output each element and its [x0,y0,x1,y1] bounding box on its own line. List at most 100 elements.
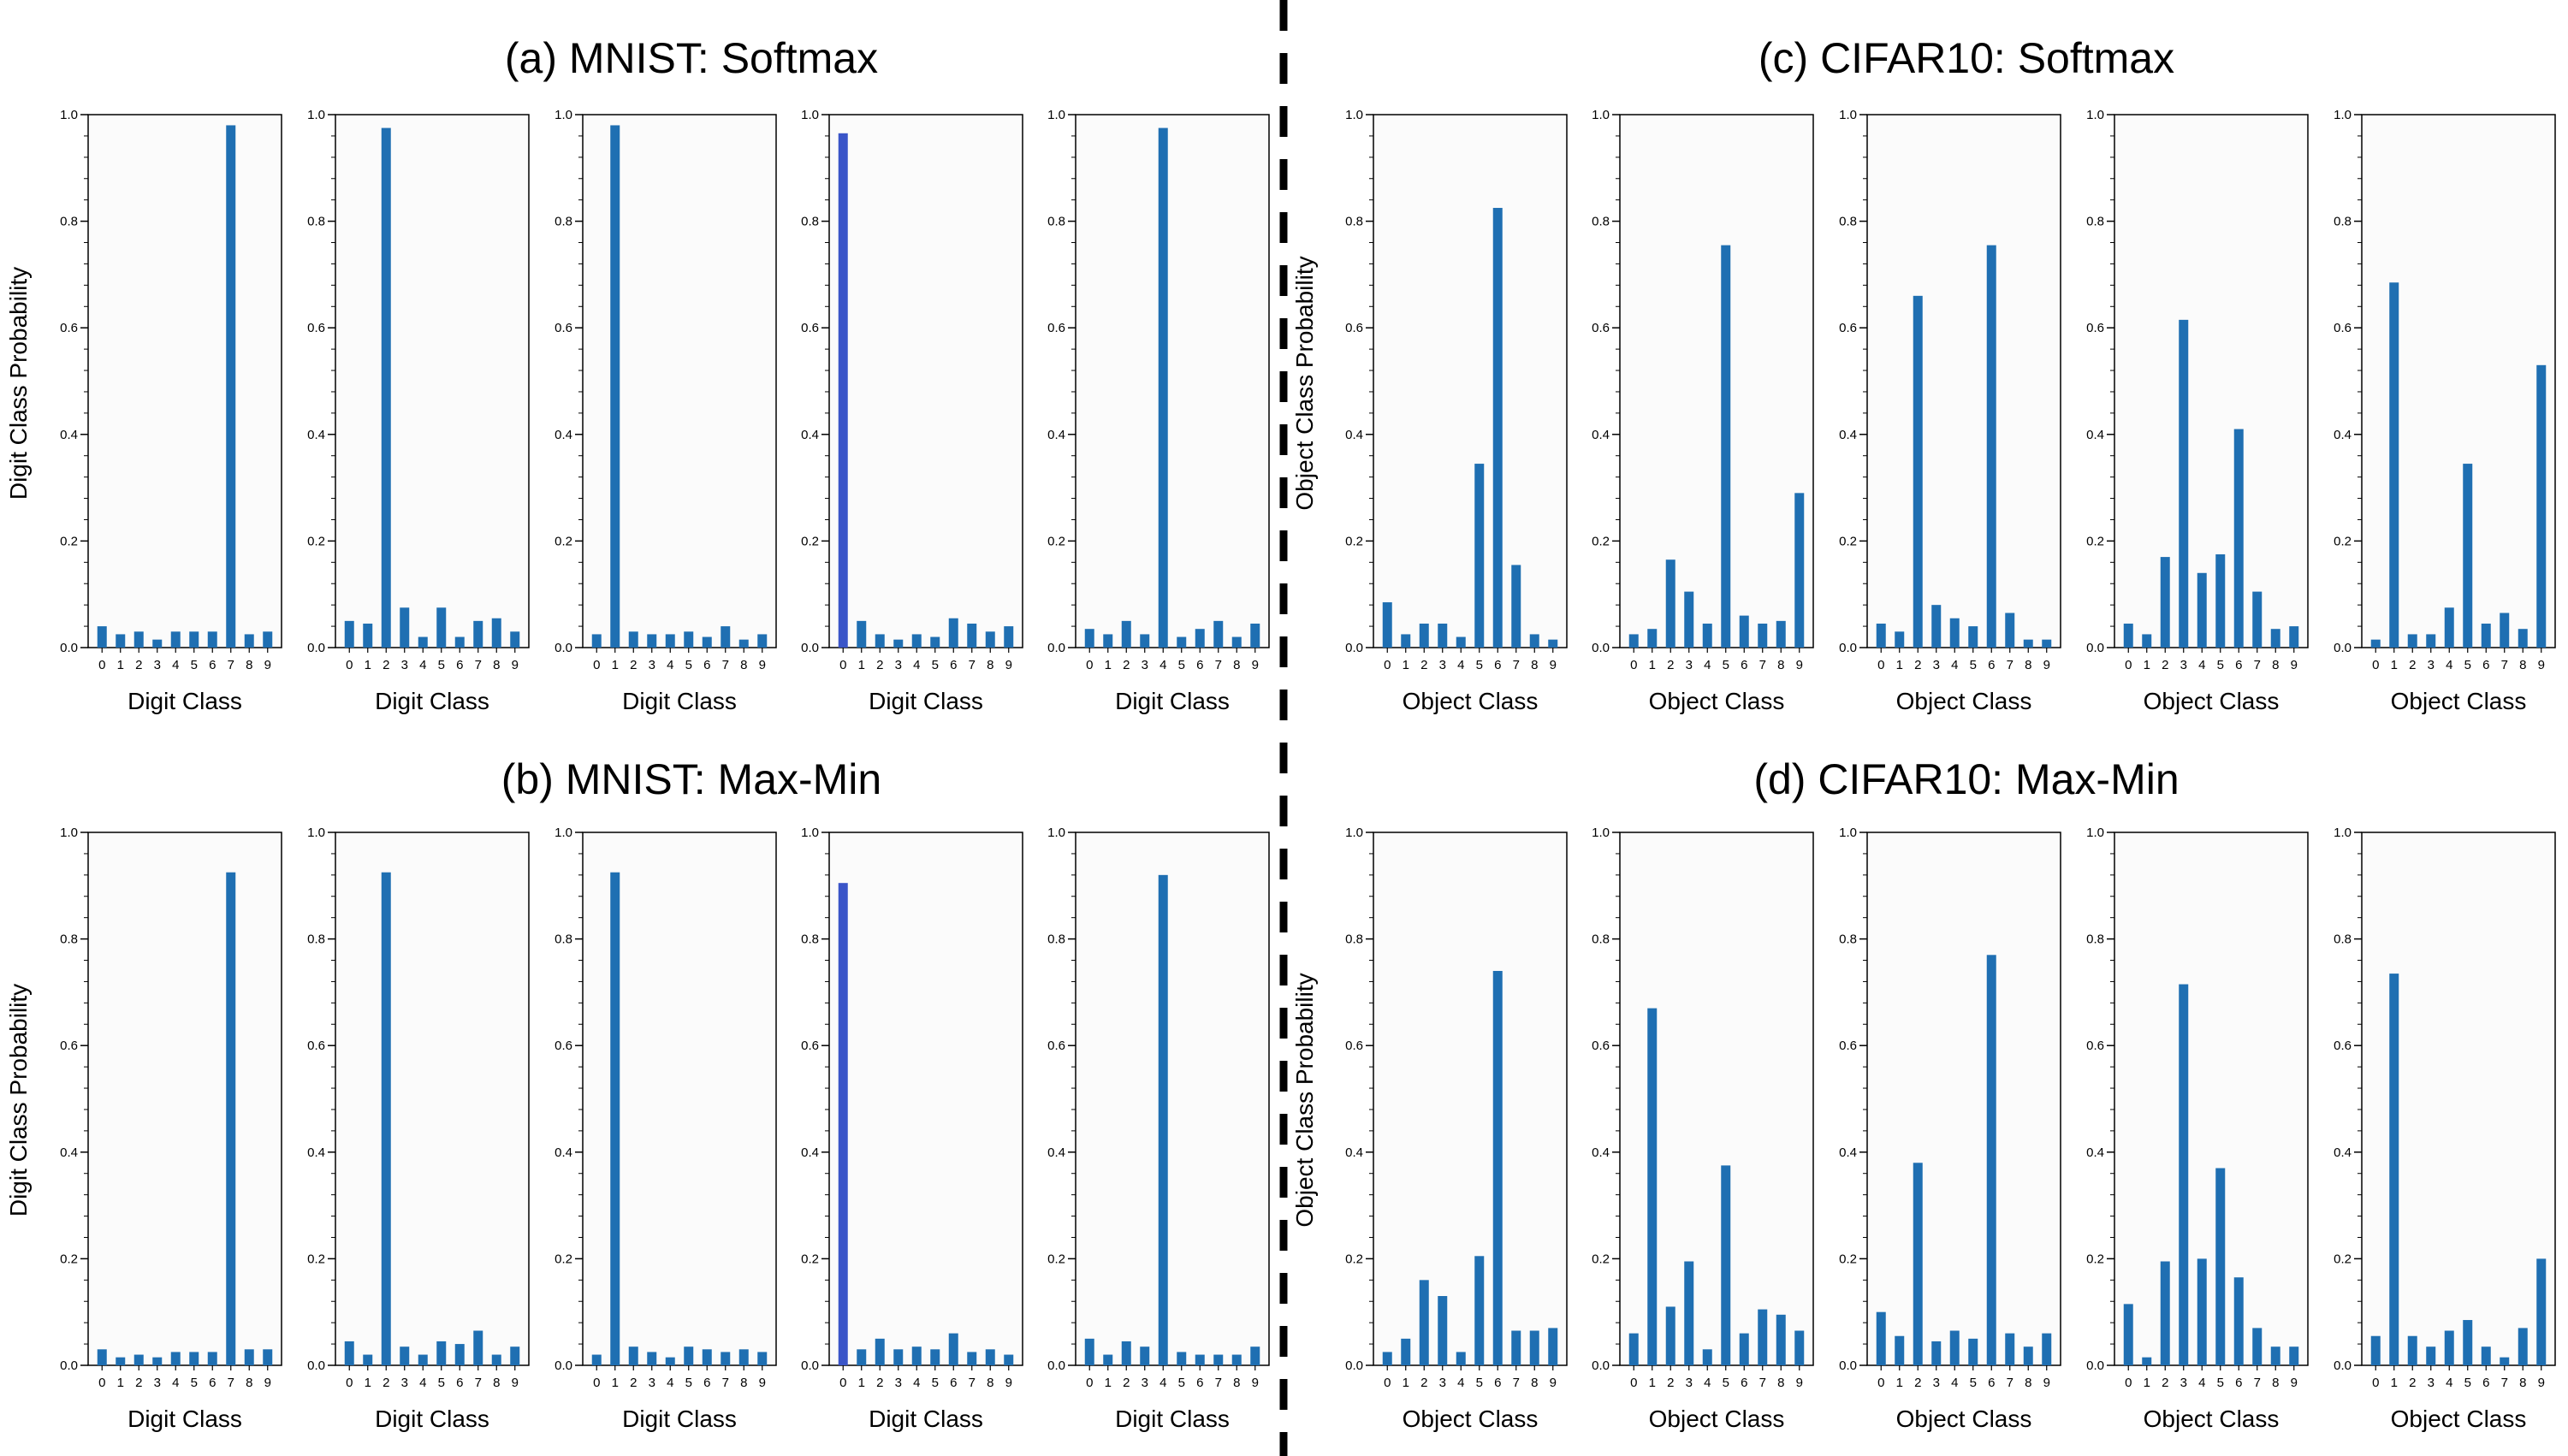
bar [2407,634,2417,648]
x-tick-label: 7 [2501,658,2508,672]
bar [1684,1261,1694,1365]
y-tick-label: 0.4 [1345,428,1363,442]
x-tick-label: 2 [135,1376,142,1390]
bar [591,1354,602,1365]
y-tick-label: 0.0 [1345,1358,1363,1373]
x-tick-label: 5 [2217,658,2224,672]
y-tick-label: 0.6 [1047,321,1065,335]
x-tick-label: 2 [1420,1376,1427,1390]
y-tick-label: 0.4 [1047,428,1065,442]
x-tick-label: 7 [2501,1376,2508,1390]
x-axis-label: Object Class [1649,688,1785,714]
x-tick-label: 6 [950,1376,957,1390]
x-tick-label: 5 [1970,1376,1977,1390]
x-tick-label: 1 [858,658,865,672]
x-tick-label: 0 [1086,658,1093,672]
x-tick-label: 1 [2144,1376,2150,1390]
y-tick-label: 0.8 [555,932,572,947]
bar [1876,623,1886,648]
x-tick-label: 5 [191,658,198,672]
x-tick-label: 3 [1142,1376,1148,1390]
x-tick-label: 7 [1759,658,1766,672]
y-tick-label: 0.4 [2086,1145,2104,1160]
x-tick-label: 4 [2198,1376,2205,1390]
x-tick-label: 4 [1951,1376,1958,1390]
x-axis-label: Digit Class [375,688,489,714]
x-tick-label: 2 [1123,1376,1130,1390]
bar [2463,464,2473,648]
bar [2463,1320,2473,1365]
x-tick-label: 8 [1233,1376,1240,1390]
x-tick-label: 7 [2007,658,2013,672]
x-tick-label: 5 [2464,658,2471,672]
bar [647,634,657,648]
x-tick-label: 8 [1777,1376,1784,1390]
bar [133,1354,144,1365]
x-tick-label: 8 [740,1376,747,1390]
y-tick-label: 0.8 [2086,932,2104,947]
panel-title-b: (b) MNIST: Max-Min [501,755,881,803]
y-tick-label: 0.6 [555,1039,572,1053]
bar [400,607,410,648]
x-tick-label: 0 [98,1376,105,1390]
x-tick-label: 8 [2025,658,2031,672]
x-tick-label: 8 [987,658,993,672]
x-tick-label: 8 [2272,1376,2279,1390]
bar [491,618,501,648]
x-tick-label: 9 [2291,658,2298,672]
x-tick-label: 3 [2180,1376,2187,1390]
x-tick-label: 8 [1233,658,1240,672]
subplot: 0.0 0.2 0.4 0.6 0.8 1.0 0 1 2 3 4 5 6 7 8 9 Object Class [1345,826,1568,1432]
bar [1986,955,1996,1365]
bar [702,636,712,648]
y-tick-label: 1.0 [60,826,78,840]
x-tick-label: 2 [630,658,637,672]
x-axis-label: Digit Class [622,688,737,714]
bar [1231,1354,1242,1365]
y-tick-label: 0.2 [1345,1252,1363,1266]
x-tick-label: 2 [876,658,883,672]
y-tick-label: 0.6 [2086,321,2104,335]
bar [473,1330,483,1365]
x-tick-label: 9 [759,658,766,672]
x-tick-label: 6 [1988,658,1995,672]
bar [2252,1328,2263,1365]
bar [1949,618,1960,648]
bar [1121,1341,1131,1365]
bar [2005,613,2015,648]
y-tick-label: 0.0 [60,641,78,655]
x-tick-label: 0 [346,658,353,672]
bar [418,1354,428,1365]
x-tick-label: 6 [703,1376,710,1390]
bar [702,1349,712,1365]
y-tick-label: 1.0 [2086,826,2104,840]
bar [1084,629,1094,648]
y-tick-label: 0.4 [555,428,572,442]
y-tick-label: 0.4 [1592,1145,1610,1160]
x-tick-label: 6 [1741,658,1747,672]
bar [2215,1168,2226,1365]
bar [2005,1333,2015,1365]
bar [2407,1335,2417,1365]
y-tick-label: 0.6 [2334,1039,2352,1053]
x-tick-label: 3 [1686,1376,1693,1390]
x-tick-label: 9 [264,658,271,672]
bar [1213,1354,1224,1365]
bar [1739,1333,1749,1365]
y-tick-label: 1.0 [1839,108,1857,122]
plot-area [1075,114,1270,648]
y-tick-label: 0.0 [307,1358,325,1373]
x-tick-label: 5 [1178,1376,1185,1390]
bar [2023,639,2033,648]
y-tick-label: 0.8 [1345,215,1363,229]
x-tick-label: 1 [2391,658,2398,672]
y-tick-label: 0.0 [555,1358,572,1373]
subplot: 0.0 0.2 0.4 0.6 0.8 1.0 0 1 2 3 4 5 6 7 8 9 Object Class [1592,826,1814,1432]
x-tick-label: 2 [2409,1376,2416,1390]
bar [189,631,199,648]
x-tick-label: 5 [1723,1376,1729,1390]
bar [2536,1258,2547,1365]
x-tick-label: 5 [191,1376,198,1390]
bar [1684,591,1694,648]
x-tick-label: 9 [1550,658,1557,672]
